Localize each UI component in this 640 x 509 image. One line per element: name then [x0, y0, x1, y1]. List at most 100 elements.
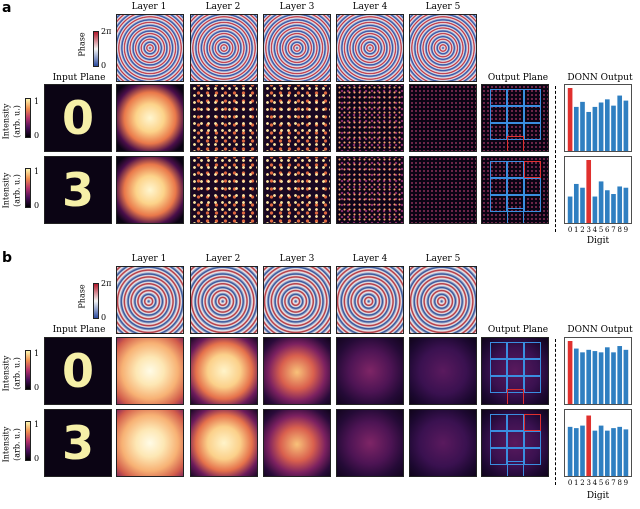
phase-mask	[190, 266, 258, 334]
layer-title: Layer 2	[205, 2, 241, 12]
intensity-layer-4	[336, 84, 404, 152]
bar	[617, 426, 623, 476]
bar	[611, 352, 616, 404]
intensity-layer-4	[336, 156, 404, 224]
digit-tick-label: 2	[580, 479, 585, 487]
detector-region	[490, 359, 507, 376]
bar	[617, 346, 623, 404]
intensity-colorbar	[25, 168, 31, 208]
phase-colorbar	[93, 31, 99, 67]
detector-region	[490, 123, 507, 140]
detector-region-highlighted	[524, 161, 541, 178]
phase-colorbar-max: 2π	[101, 27, 112, 36]
intensity-colorbar-min: 0	[34, 383, 40, 392]
bar	[604, 347, 610, 404]
bar	[598, 181, 604, 223]
detector-region	[524, 195, 541, 212]
phase-colorbar-label: Phase	[77, 32, 87, 57]
phase-mask	[190, 14, 258, 82]
bar	[611, 428, 616, 476]
bar	[592, 430, 598, 476]
detector-region	[524, 178, 541, 195]
detector-region	[524, 359, 541, 376]
intensity-layer-5	[409, 156, 477, 224]
intensity-layer-5	[409, 84, 477, 152]
detector-region	[507, 178, 524, 195]
digit-tick-label: 6	[605, 479, 610, 487]
donn-output-bars-b0	[564, 337, 632, 405]
panel-letter-b: b	[2, 250, 13, 266]
phase-mask	[263, 266, 331, 334]
digit-tick-label: 5	[598, 479, 604, 487]
input-digit: 0	[61, 91, 94, 145]
digit-tick-label: 5	[598, 226, 604, 234]
detector-region	[507, 342, 524, 359]
detector-region	[507, 106, 524, 123]
intensity-label: Intensity	[1, 172, 11, 209]
layer-title: Layer 4	[352, 254, 388, 264]
detector-region	[507, 448, 524, 465]
layer-title: Layer 5	[425, 2, 461, 12]
donn-output-bars-b1	[564, 409, 632, 477]
intensity-layer-4	[336, 337, 404, 405]
bar	[567, 196, 573, 223]
phase-mask	[336, 266, 404, 334]
bar	[623, 349, 629, 404]
detector-region	[524, 431, 541, 448]
detector-region	[524, 123, 541, 140]
output-plane-digit-0	[481, 337, 549, 405]
phase-mask	[336, 14, 404, 82]
bar	[573, 348, 579, 404]
input-image-digit-0: 0	[44, 337, 112, 405]
layer-title: Layer 5	[425, 254, 461, 264]
detector-region	[524, 106, 541, 123]
intensity-colorbar-max: 1	[34, 167, 40, 176]
phase-colorbar-label: Phase	[77, 284, 87, 309]
digit-tick-label: 7	[611, 479, 616, 487]
dashed-divider	[555, 339, 556, 485]
bar	[567, 426, 573, 476]
input-image-digit-3: 3	[44, 156, 112, 224]
digit-tick-label: 9	[623, 479, 629, 487]
detector-region	[490, 431, 507, 448]
digit-tick-label: 0	[567, 479, 573, 487]
intensity-layer-3	[263, 156, 331, 224]
digit-tick-label: 2	[580, 226, 585, 234]
bar	[623, 429, 629, 476]
digit-tick-label: 0	[567, 226, 573, 234]
detector-region	[507, 208, 524, 223]
bar	[604, 430, 610, 476]
intensity-label: Intensity	[1, 355, 11, 392]
output-plane-digit-3	[481, 409, 549, 477]
intensity-colorbar-min: 0	[34, 131, 40, 140]
phase-mask	[116, 14, 184, 82]
phase-colorbar-max: 2π	[101, 279, 112, 288]
digit-tick-label: 9	[623, 226, 629, 234]
detector-region	[507, 89, 524, 106]
layer-title: Layer 3	[279, 2, 315, 12]
intensity-layer-3	[263, 84, 331, 152]
intensity-layer-4	[336, 409, 404, 477]
detector-region-highlighted	[507, 389, 524, 404]
output-plane-title: Output Plane	[487, 325, 549, 335]
bar	[573, 106, 579, 151]
intensity-layer-5	[409, 409, 477, 477]
bar	[598, 102, 604, 151]
digit-tick-label: 3	[586, 226, 591, 234]
intensity-layer-3	[263, 409, 331, 477]
intensity-colorbar	[25, 98, 31, 138]
input-plane-title: Input Plane	[52, 73, 106, 83]
intensity-layer-2	[190, 409, 258, 477]
digit-tick-label: 8	[617, 226, 622, 234]
input-plane-title: Input Plane	[52, 325, 106, 335]
detector-region	[524, 89, 541, 106]
dashed-divider	[555, 86, 556, 232]
phase-mask	[263, 14, 331, 82]
intensity-colorbar	[25, 350, 31, 390]
intensity-label-unit: (arb. u.)	[12, 357, 22, 390]
bar	[617, 95, 623, 151]
intensity-label-unit: (arb. u.)	[12, 428, 22, 461]
bar	[580, 187, 585, 223]
intensity-layer-5	[409, 337, 477, 405]
